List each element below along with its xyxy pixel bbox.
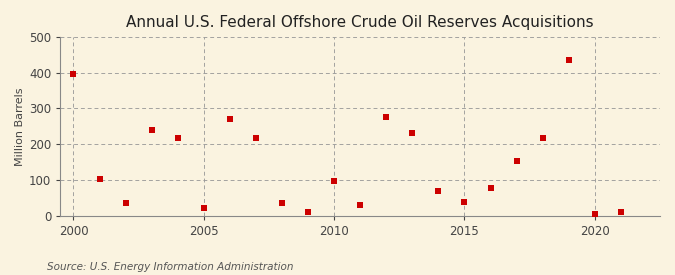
Point	[589, 212, 600, 216]
Point	[329, 179, 340, 183]
Point	[511, 159, 522, 164]
Point	[564, 58, 574, 62]
Point	[277, 201, 288, 206]
Point	[250, 136, 261, 140]
Point	[94, 177, 105, 181]
Point	[459, 199, 470, 204]
Point	[198, 206, 209, 210]
Point	[381, 115, 392, 120]
Point	[120, 201, 131, 206]
Point	[537, 136, 548, 140]
Text: Source: U.S. Energy Information Administration: Source: U.S. Energy Information Administ…	[47, 262, 294, 272]
Point	[68, 72, 79, 76]
Point	[172, 136, 183, 140]
Point	[146, 128, 157, 132]
Y-axis label: Million Barrels: Million Barrels	[15, 87, 25, 166]
Point	[355, 202, 366, 207]
Title: Annual U.S. Federal Offshore Crude Oil Reserves Acquisitions: Annual U.S. Federal Offshore Crude Oil R…	[126, 15, 594, 30]
Point	[302, 210, 313, 214]
Point	[616, 210, 626, 214]
Point	[433, 189, 444, 193]
Point	[407, 131, 418, 135]
Point	[225, 117, 236, 121]
Point	[485, 186, 496, 191]
